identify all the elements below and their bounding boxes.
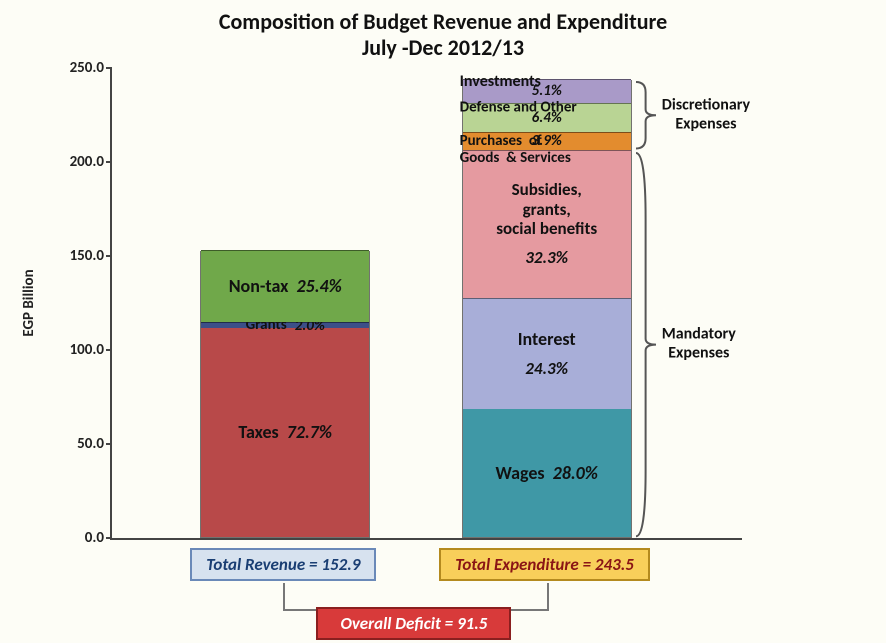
segment-wages-pct: 28.0%	[553, 462, 598, 484]
segment-taxes: Taxes 72.7%	[201, 328, 369, 537]
brace-label: Discretionary Expenses	[662, 97, 750, 134]
segment-taxes-label: Taxes	[238, 422, 278, 443]
segment-wages: Wages 28.0%	[463, 409, 631, 537]
segment-subsidies-label: Subsidies, grants, social benefits	[496, 180, 597, 239]
segment-subsidies-pct: 32.3%	[525, 247, 568, 268]
revenue-bar: Taxes 72.7% Grants2.0% Non-tax 25.4%	[200, 251, 370, 538]
chart-frame: { "title_line1": "Composition of Budget …	[0, 0, 886, 643]
brace-label: Mandatory Expenses	[662, 326, 736, 363]
y-tick-label: 250.0	[70, 59, 112, 77]
chart-title-line2: July -Dec 2012/13	[0, 34, 886, 61]
segment-wages-label: Wages	[495, 463, 544, 484]
segment-defense-label: Defense and Other	[460, 100, 470, 117]
y-tick-label: 150.0	[70, 247, 112, 265]
segment-subsidies: Subsidies, grants, social benefits 32.3%	[463, 150, 631, 298]
segment-interest-pct: 24.3%	[525, 358, 568, 379]
chart-title-line1: Composition of Budget Revenue and Expend…	[0, 8, 886, 35]
y-tick-label: 200.0	[70, 153, 112, 171]
total-expenditure-box: Total Expenditure = 243.5	[439, 548, 650, 581]
overall-deficit-box: Overall Deficit = 91.5	[316, 607, 511, 640]
brace	[636, 80, 660, 151]
y-tick-label: 0.0	[85, 529, 112, 547]
segment-nontax-label: Non-tax	[229, 276, 289, 297]
total-revenue-box: Total Revenue = 152.9	[190, 548, 376, 581]
segment-grants: Grants2.0%	[201, 322, 369, 328]
segment-investments-label: Investments	[460, 73, 470, 91]
segment-interest-label: Interest	[518, 329, 576, 350]
segment-nontax: Non-tax 25.4%	[201, 250, 369, 323]
brace	[636, 151, 660, 538]
segment-purchases-label: Purchases of Goods & Services	[460, 133, 470, 168]
y-tick-label: 50.0	[77, 435, 112, 453]
segment-interest: Interest 24.3%	[463, 298, 631, 409]
segment-nontax-pct: 25.4%	[296, 275, 341, 297]
segment-taxes-pct: 72.7%	[287, 421, 332, 443]
y-tick-label: 100.0	[70, 341, 112, 359]
y-axis-title: EGP Billion	[20, 269, 38, 336]
